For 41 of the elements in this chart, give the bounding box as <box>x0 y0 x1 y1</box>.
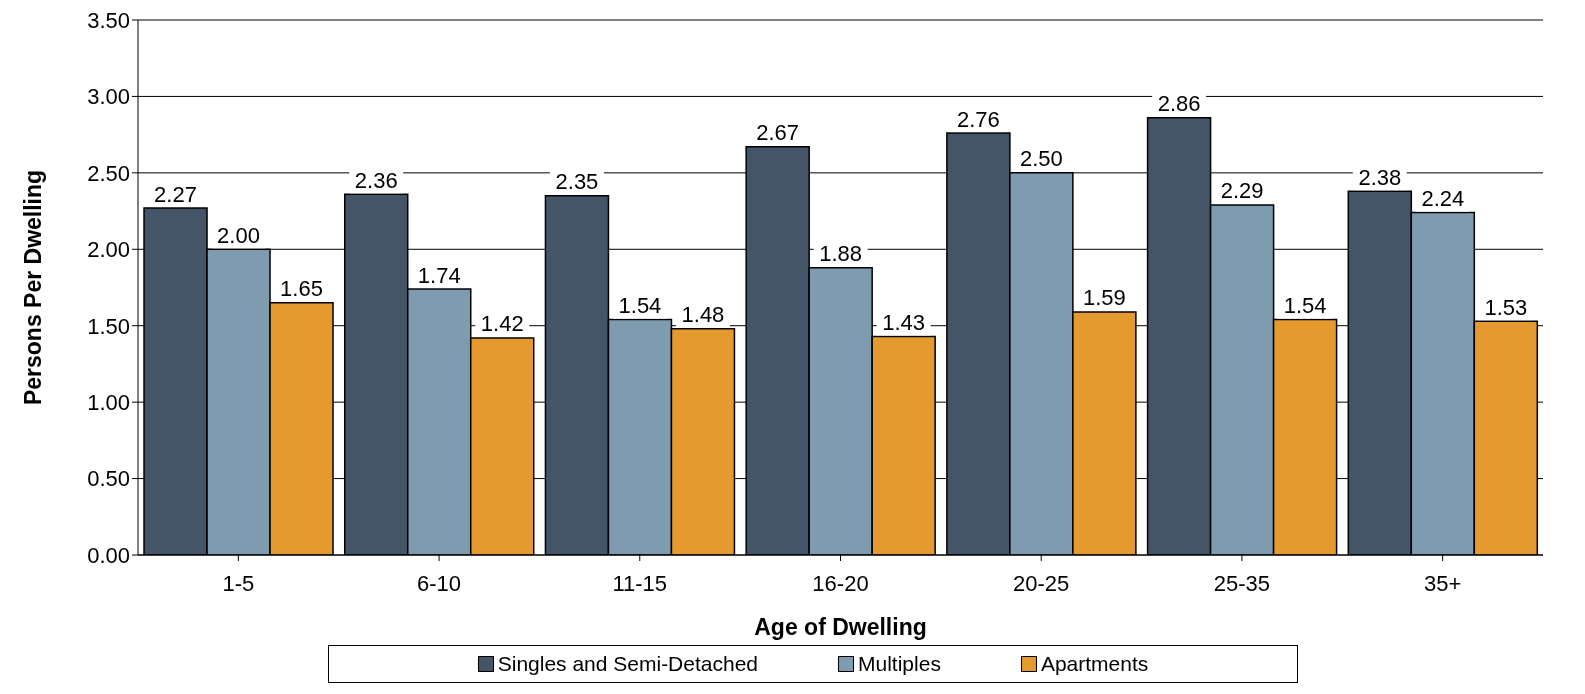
y-tick-label: 2.50 <box>87 160 130 186</box>
data-label: 1.54 <box>1283 293 1327 319</box>
data-label: 1.43 <box>882 309 926 335</box>
x-axis-title: Age of Dwelling <box>754 614 927 640</box>
x-tick-label: 25-35 <box>1213 570 1271 596</box>
legend-label: Apartments <box>1039 652 1149 676</box>
data-label: 1.42 <box>480 311 524 337</box>
data-label: 1.65 <box>280 276 323 302</box>
legend-label: Multiples <box>857 652 941 676</box>
y-tick-label: 0.50 <box>87 466 130 492</box>
data-label: 2.67 <box>756 120 800 146</box>
data-label: 1.54 <box>618 293 662 319</box>
data-label: 2.35 <box>555 169 599 195</box>
y-tick-label: 0.00 <box>87 542 130 568</box>
x-tick-label: 35+ <box>1423 570 1462 596</box>
data-label: 2.50 <box>1019 146 1063 172</box>
legend-label: Singles and Semi-Detached <box>496 652 759 676</box>
data-label: 1.88 <box>819 241 863 267</box>
data-label: 2.86 <box>1157 91 1201 117</box>
data-label: 2.76 <box>956 106 1000 132</box>
data-label: 1.59 <box>1082 285 1126 311</box>
y-tick-label: 2.00 <box>87 237 130 263</box>
data-label: 1.48 <box>681 302 725 328</box>
y-tick-label: 1.00 <box>87 389 130 415</box>
x-tick-label: 11-15 <box>612 570 668 596</box>
y-tick-label: 1.50 <box>87 313 130 339</box>
data-label: 2.38 <box>1358 164 1402 190</box>
y-tick-label: 3.50 <box>87 7 130 33</box>
y-tick-label: 3.00 <box>87 84 130 110</box>
data-label: 2.24 <box>1421 186 1465 212</box>
data-label: 1.53 <box>1484 294 1528 320</box>
data-label: 2.27 <box>154 181 197 207</box>
x-tick-label: 6-10 <box>417 570 462 596</box>
data-label: 1.74 <box>417 262 461 288</box>
x-tick-label: 20-25 <box>1013 570 1070 596</box>
data-label: 2.29 <box>1220 178 1264 204</box>
y-axis-title: Persons Per Dwelling <box>20 169 47 406</box>
x-tick-label: 16-20 <box>812 570 869 596</box>
data-label: 2.36 <box>354 167 398 193</box>
data-label: 2.00 <box>217 222 260 248</box>
x-tick-label: 1-5 <box>222 570 255 596</box>
